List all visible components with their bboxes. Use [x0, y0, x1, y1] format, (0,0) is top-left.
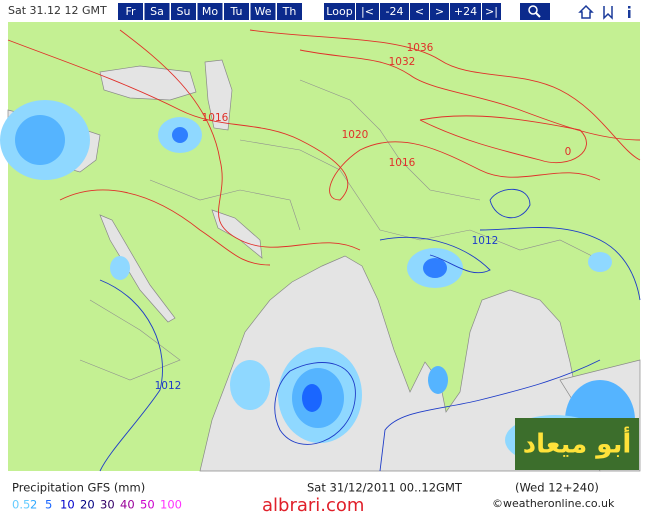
run-label: Sat 31/12/2011 00..12GMT — [307, 481, 463, 495]
nav-button[interactable]: >| — [482, 3, 501, 20]
nav-button[interactable]: +24 — [450, 3, 481, 20]
isobars-high — [7, 29, 641, 266]
nav-label: >| — [485, 5, 498, 18]
button-bg — [144, 3, 170, 20]
day-buttons: Fr Sa Su Mo Tu We Th — [118, 3, 302, 20]
button-bg — [171, 3, 196, 20]
top-bar: Sat 31.12 12 GMT Fr Sa Su Mo Tu We Th Loop |< -2… — [8, 3, 631, 20]
button-bg — [324, 3, 355, 20]
isobar-label: 1036 — [407, 42, 434, 54]
zoom-button[interactable] — [520, 3, 550, 20]
legend-value: 5 — [45, 498, 52, 512]
footer: Precipitation GFS (mm) 0.5 2 5 10 20 30 40 50 10… — [12, 481, 615, 513]
legend-value: 30 — [100, 498, 115, 512]
day-label: Su — [177, 5, 191, 18]
legend-value: 50 — [140, 498, 155, 512]
button-bg — [356, 3, 379, 20]
borders — [79, 79, 601, 381]
credit: ©weatheronline.co.uk — [492, 497, 615, 510]
nav-button[interactable]: < — [410, 3, 429, 20]
nav-label: Loop — [326, 5, 352, 18]
button-bg — [482, 3, 501, 20]
watermark-arabic: أبو ميعاد — [523, 427, 632, 460]
home-icon[interactable] — [578, 4, 594, 19]
day-button[interactable]: Tu — [224, 3, 249, 20]
bookmark-icon[interactable] — [603, 6, 613, 20]
nav-label: > — [435, 5, 444, 18]
legend: 0.5 2 5 10 20 30 40 50 100 — [12, 498, 182, 512]
day-label: Sa — [150, 5, 164, 18]
isobar-label: 1016 — [389, 157, 416, 169]
day-button[interactable]: Mo — [197, 3, 223, 20]
map: 1036 1032 1016 1020 1016 0 1012 1012 — [0, 22, 641, 472]
button-bg — [197, 3, 223, 20]
nav-button[interactable]: -24 — [380, 3, 409, 20]
day-label: Fr — [125, 5, 136, 18]
day-button[interactable]: We — [250, 3, 276, 20]
isobar-label: 1012 — [155, 380, 182, 392]
isobar-label: 1032 — [389, 56, 416, 68]
watermark-box — [515, 418, 639, 470]
day-label: We — [255, 5, 272, 18]
range-label: (Wed 12+240) — [515, 481, 599, 495]
isobar-label: 1020 — [342, 129, 369, 141]
nav-buttons: Loop |< -24 < > +24 >| — [324, 3, 501, 20]
isobar-label: 1016 — [202, 112, 229, 124]
legend-value: 100 — [160, 498, 182, 512]
watermark-site: albrari.com — [262, 495, 364, 513]
day-label: Mo — [202, 5, 218, 18]
nav-label: -24 — [386, 5, 404, 18]
legend-value: 10 — [60, 498, 75, 512]
button-bg — [250, 3, 276, 20]
legend-value: 40 — [120, 498, 135, 512]
day-button[interactable]: Sa — [144, 3, 170, 20]
legend-value: 2 — [30, 498, 37, 512]
button-bg — [118, 3, 143, 20]
nav-button[interactable]: |< — [356, 3, 379, 20]
isobar-label: 1012 — [472, 235, 499, 247]
isobars-low — [99, 188, 641, 472]
day-button[interactable]: Su — [171, 3, 196, 20]
button-bg — [380, 3, 409, 20]
nav-button[interactable]: > — [430, 3, 449, 20]
info-icon[interactable] — [628, 6, 631, 18]
nav-button[interactable]: Loop — [324, 3, 355, 20]
button-bg — [277, 3, 302, 20]
day-label: Tu — [229, 5, 242, 18]
day-button[interactable]: Th — [277, 3, 302, 20]
button-bg — [430, 3, 449, 20]
button-bg — [224, 3, 249, 20]
nav-label: |< — [361, 5, 374, 18]
legend-value: 0.5 — [12, 498, 30, 512]
button-bg — [410, 3, 429, 20]
date-label: Sat 31.12 12 GMT — [8, 4, 107, 17]
footer-title: Precipitation GFS (mm) — [12, 481, 145, 495]
button-bg — [450, 3, 481, 20]
nav-label: < — [415, 5, 424, 18]
isobar-label: 0 — [565, 146, 572, 158]
day-label: Th — [282, 5, 297, 18]
nav-label: +24 — [454, 5, 477, 18]
day-button[interactable]: Fr — [118, 3, 143, 20]
isobar-labels: 1036 1032 1016 1020 1016 0 1012 1012 — [155, 42, 572, 392]
legend-value: 20 — [80, 498, 95, 512]
